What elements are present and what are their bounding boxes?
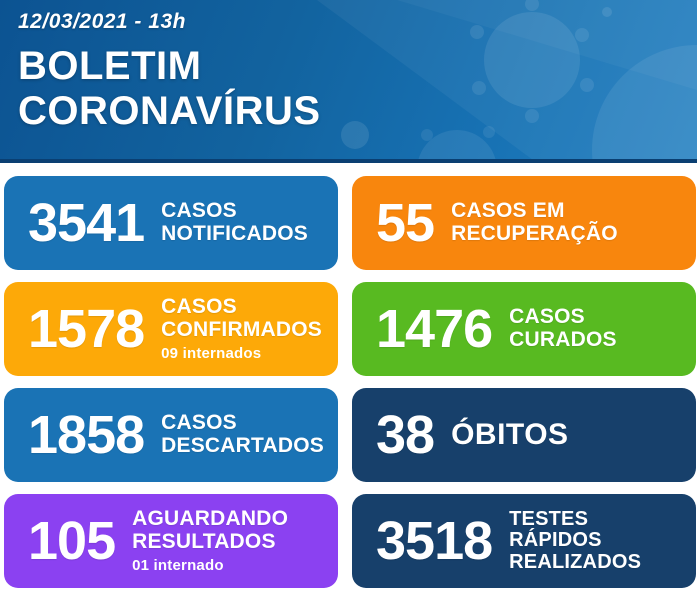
- stat-value: 1476: [376, 299, 493, 359]
- card-casos-descartados: 1858 CASOS DESCARTADOS: [4, 388, 338, 482]
- stat-value: 1578: [28, 299, 145, 359]
- card-casos-em-recuperacao: 55 CASOS EM RECUPERAÇÃO: [352, 176, 696, 270]
- card-casos-confirmados: 1578 CASOS CONFIRMADOS 09 internados: [4, 282, 338, 376]
- stat-sublabel: 09 internados: [161, 344, 262, 362]
- card-obitos: 38 ÓBITOS: [352, 388, 696, 482]
- stat-sublabel: 01 internado: [132, 556, 224, 574]
- card-testes-rapidos: 3518 TESTES RÁPIDOS REALIZADOS: [352, 494, 696, 588]
- stat-value: 105: [28, 511, 116, 571]
- stat-value: 3518: [376, 511, 493, 571]
- bulletin-date: 12/03/2021 - 13h: [18, 10, 186, 33]
- bulletin-title-line2: CORONAVÍRUS: [18, 89, 321, 134]
- bulletin-header: 12/03/2021 - 13h BOLETIM CORONAVÍRUS: [0, 0, 697, 163]
- bulletin-title-line1: BOLETIM: [18, 44, 202, 88]
- stat-label: ÓBITOS: [451, 417, 569, 451]
- stat-label: AGUARDANDO RESULTADOS: [132, 507, 289, 553]
- stat-value: 38: [376, 405, 435, 465]
- stat-label: CASOS NOTIFICADOS: [161, 199, 309, 245]
- card-casos-curados: 1476 CASOS CURADOS: [352, 282, 696, 376]
- stats-grid: 3541 CASOS NOTIFICADOS 55 CASOS EM RECUP…: [4, 176, 696, 588]
- stat-label: CASOS CURADOS: [509, 305, 617, 351]
- stat-label: CASOS DESCARTADOS: [161, 411, 324, 457]
- stat-value: 55: [376, 193, 435, 253]
- stat-label: CASOS CONFIRMADOS: [161, 295, 322, 341]
- coronavirus-decoration: [317, 0, 697, 159]
- stat-value: 1858: [28, 405, 145, 465]
- card-casos-notificados: 3541 CASOS NOTIFICADOS: [4, 176, 338, 270]
- card-aguardando-resultados: 105 AGUARDANDO RESULTADOS 01 internado: [4, 494, 338, 588]
- stat-value: 3541: [28, 193, 145, 253]
- stat-label: TESTES RÁPIDOS REALIZADOS: [509, 507, 642, 573]
- stat-label: CASOS EM RECUPERAÇÃO: [451, 199, 618, 245]
